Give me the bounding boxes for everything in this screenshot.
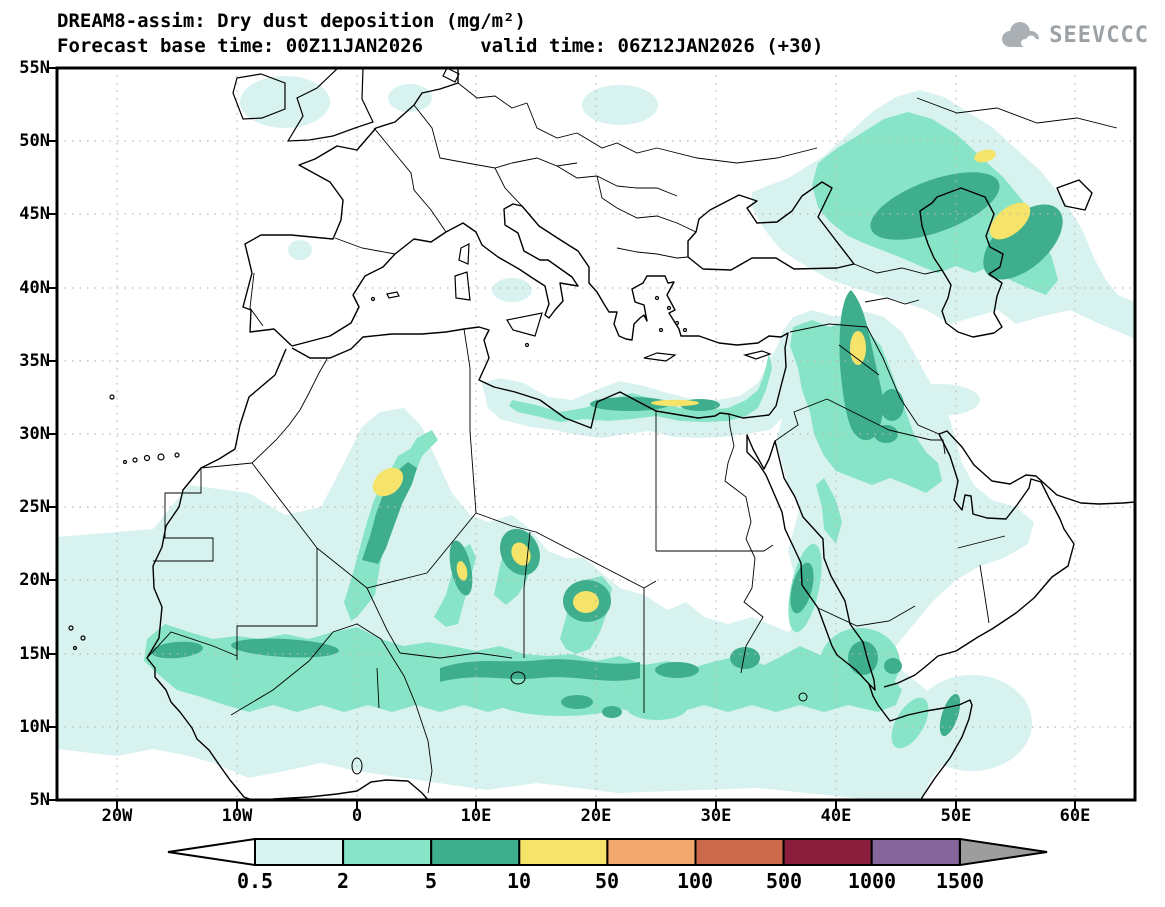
lat-label-30n: 30N [19,424,50,444]
lon-label-60e: 60E [1059,806,1091,826]
colorbar-tick-50: 50 [594,869,620,893]
colorbar-segment-50 [606,838,697,866]
colorbar-segment-5 [430,838,521,866]
colorbar-segment-2 [342,838,433,866]
map-svg [47,66,1137,810]
logo-text: SEEVCCC [1049,22,1149,48]
colorbar-tick-500: 500 [765,869,803,893]
lat-label-10n: 10N [19,717,50,737]
lat-label-25n: 25N [19,497,50,517]
lakes [351,671,808,775]
colorbar-segment-500 [782,838,873,866]
colorbar-arrow-left [167,837,256,867]
colorbar-segment-1000 [870,838,961,866]
lat-label-55n: 55N [19,58,50,78]
map-frame [47,66,1137,810]
colorbar-tick-100: 100 [676,869,714,893]
lon-label-0: 0 [351,806,363,826]
lat-label-35n: 35N [19,351,50,371]
colorbar-segment-100 [694,838,785,866]
lon-label-10w: 10W [221,806,253,826]
lat-label-15n: 15N [19,644,50,664]
cloud-icon [1002,22,1042,48]
colorbar [167,837,1048,867]
seevccc-logo: SEEVCCC [997,20,1149,50]
colorbar-tick-05: 0.5 [236,869,274,893]
coastlines [146,68,1136,802]
lon-label-50e: 50E [940,806,972,826]
dust-level-10-layer [372,149,1031,613]
country-borders [153,82,1118,713]
axis-ticks [47,67,1076,810]
islands [68,67,772,651]
lon-label-20w: 20W [101,806,133,826]
lat-label-50n: 50N [19,131,50,151]
rivers [147,413,764,794]
colorbar-segment-05 [254,838,345,866]
forecast-time-subtitle: Forecast base time: 00Z11JAN2026 valid t… [57,35,824,57]
lon-label-20e: 20E [580,806,612,826]
lat-label-45n: 45N [19,204,50,224]
lon-label-30e: 30E [700,806,732,826]
colorbar-tick-10: 10 [506,869,532,893]
colorbar-tick-5: 5 [424,869,438,893]
colorbar-tick-1000: 1000 [847,869,897,893]
lon-label-10e: 10E [460,806,492,826]
lon-label-40e: 40E [820,806,852,826]
colorbar-arrow-right [959,837,1048,867]
colorbar-segment-10 [518,838,609,866]
lat-label-20n: 20N [19,570,50,590]
lat-label-40n: 40N [19,278,50,298]
colorbar-tick-2: 2 [336,869,350,893]
page-title: DREAM8-assim: Dry dust deposition (mg/m²… [57,10,526,32]
lat-label-5n: 5N [29,790,50,810]
colorbar-tick-1500: 1500 [935,869,985,893]
